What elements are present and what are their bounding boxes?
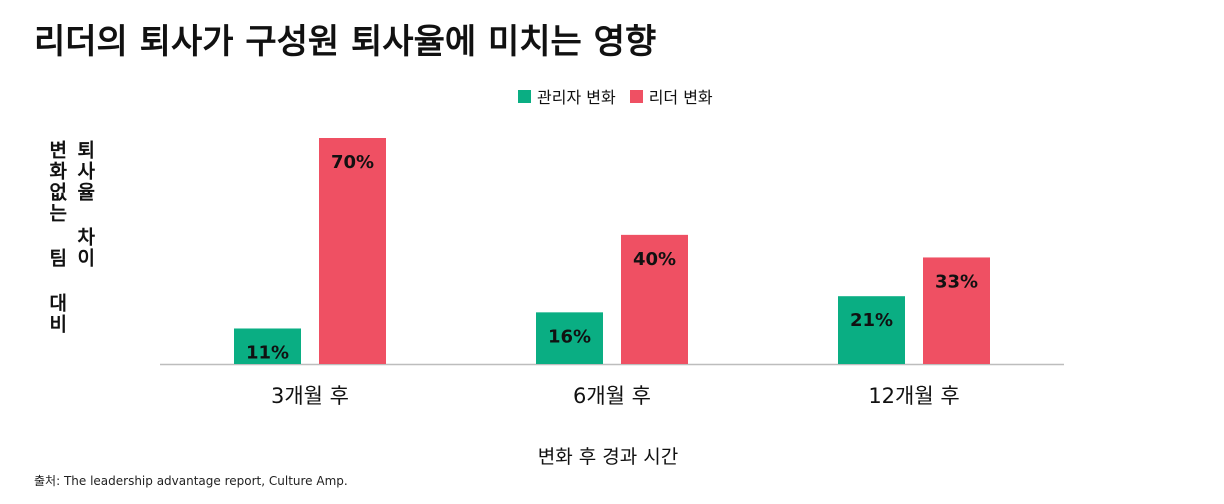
bar-chart: 11% 70% 3개월 후 16% 40% 6개월 후 21% 33% 12개월 후: [160, 138, 1064, 408]
data-label-leader-3: 33%: [935, 271, 978, 292]
x-tick-label-2: 6개월 후: [573, 384, 651, 408]
x-axis-label-text: 변화 후 경과 시간: [537, 446, 679, 468]
legend-item-leader: 리더 변화: [629, 84, 713, 108]
data-label-manager-2: 16%: [548, 326, 591, 347]
y-axis-label: 변화없는 팀 대비: [44, 140, 69, 335]
data-label-manager-1: 11%: [246, 342, 289, 363]
y-axis-label-line-1: 변화없는 팀 대비: [45, 140, 68, 335]
legend-label-leader: 리더 변화: [648, 88, 713, 107]
data-label-leader-2: 40%: [633, 249, 676, 270]
bar-leader-3: [923, 257, 990, 364]
x-axis-label: 변화 후 경과 시간: [0, 442, 1224, 469]
data-label-manager-3: 21%: [850, 310, 893, 331]
bar-manager-2: [536, 312, 603, 364]
source-note: 출처: The leadership advantage report, Cul…: [34, 474, 348, 488]
x-tick-label-1: 3개월 후: [271, 384, 349, 408]
y-axis-label-2: 퇴사율 차이: [72, 140, 97, 269]
bar-manager-3: [838, 296, 905, 364]
legend-label-manager: 관리자 변화: [537, 88, 616, 107]
legend: 관리자 변화 리더 변화: [518, 84, 713, 108]
bar-leader-2: [621, 234, 688, 364]
data-label-leader-1: 70%: [331, 152, 374, 173]
x-tick-label-3: 12개월 후: [868, 384, 959, 408]
bar-leader-1: [319, 138, 386, 364]
legend-item-manager: 관리자 변화: [518, 84, 616, 108]
bar-manager-1: [234, 328, 301, 364]
legend-swatch-manager: [518, 89, 531, 103]
legend-swatch-leader: [629, 89, 643, 103]
chart-title: 리더의 퇴사가 구성원 퇴사율에 미치는 영향: [34, 22, 657, 62]
y-axis-label-line-2: 퇴사율 차이: [73, 140, 96, 269]
